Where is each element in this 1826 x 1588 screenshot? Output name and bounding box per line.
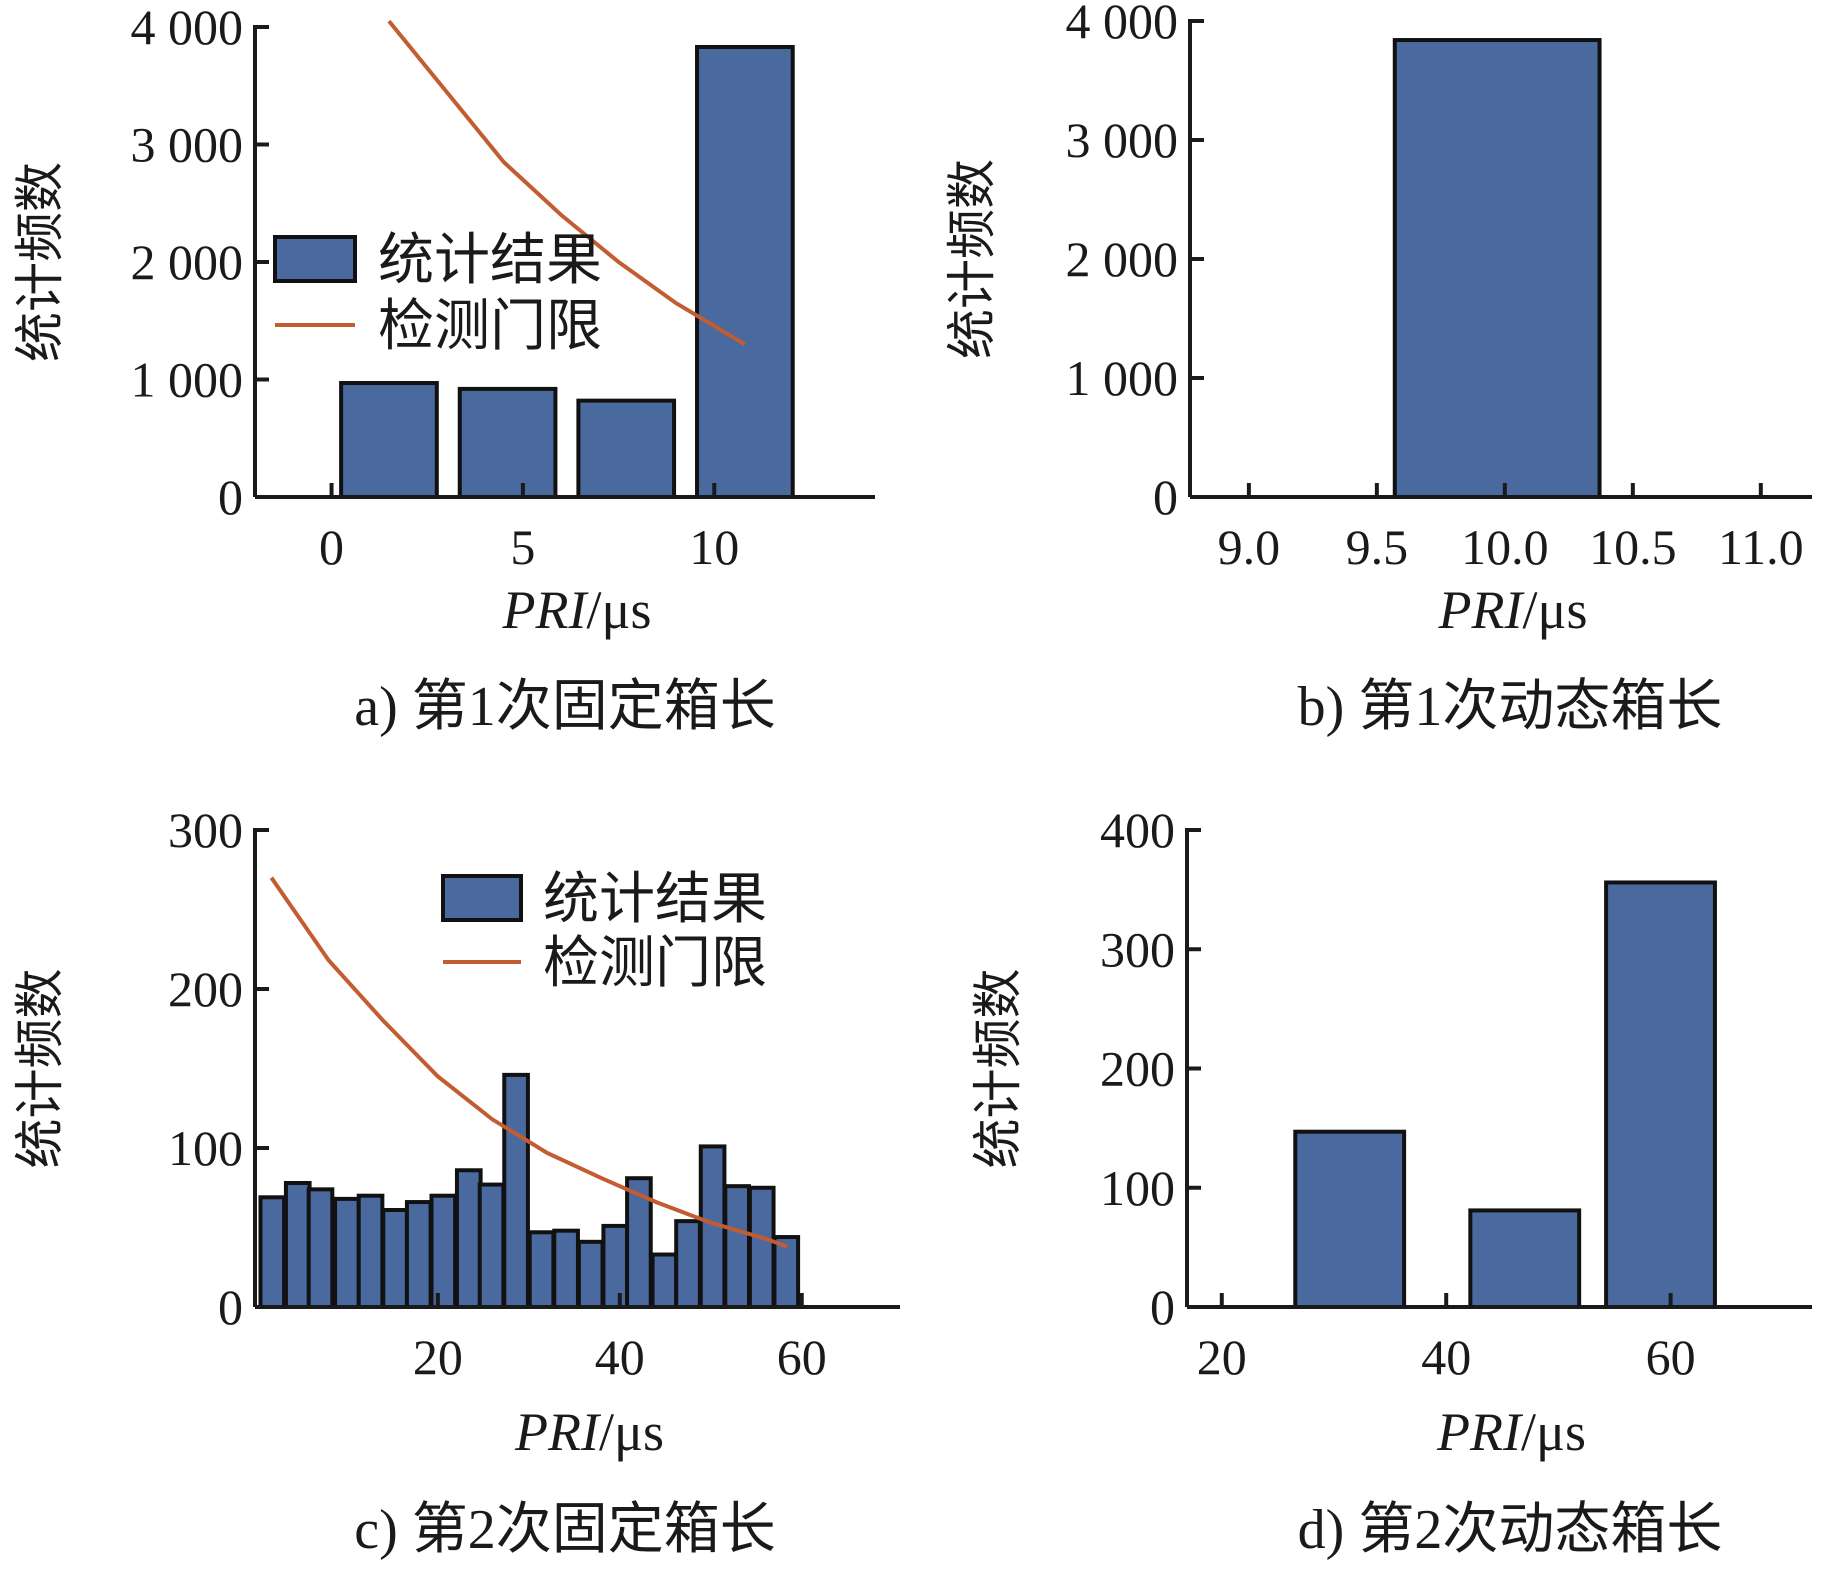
bar-5	[356, 1193, 385, 1309]
x-axis-title: PRI/μs	[1438, 580, 1588, 640]
bar-13	[552, 1228, 580, 1310]
legend-bar-swatch	[441, 874, 523, 922]
x-tick-label: 40	[595, 1329, 645, 1385]
bar-12	[527, 1230, 556, 1310]
x-tick-label: 11.0	[1718, 519, 1804, 575]
x-axis-title-var: PRI	[1438, 580, 1526, 640]
y-tick-label: 1 000	[131, 352, 244, 408]
chart-panel-b: 0 1 000 2 000 3 000 4 000 9.0 9.5 10.0 10.5 11.0 统…	[944, 0, 1812, 738]
legend-bar-swatch	[273, 235, 357, 283]
y-tick-label: 100	[1100, 1160, 1175, 1216]
x-tick-label: 20	[1197, 1329, 1247, 1385]
x-axis-title-unit: /μs	[586, 580, 651, 640]
x-axis-title: PRI/μs	[1436, 1402, 1586, 1462]
x-tick-label: 5	[510, 519, 535, 575]
chart-panel-a: 0 1 000 2 000 3 000 4 000 0 5 10 统计频数 PRI/μs a) 第1…	[12, 0, 875, 738]
y-axis-title: 统计频数	[970, 969, 1026, 1169]
x-tick-label: 10	[689, 519, 739, 575]
panel-caption: a) 第1次固定箱长	[354, 676, 776, 738]
x-tick-label: 10.5	[1589, 519, 1677, 575]
threshold-line	[387, 19, 746, 347]
legend-line-label: 检测门限	[378, 296, 602, 358]
bar-11	[502, 1072, 530, 1309]
bar-3	[306, 1187, 335, 1309]
y-tick-label: 400	[1100, 802, 1175, 858]
x-axis-title: PRI/μs	[514, 1402, 664, 1462]
bar-1	[1293, 1129, 1407, 1310]
x-tick-label: 10.0	[1461, 519, 1549, 575]
bar-2	[457, 386, 558, 499]
bar-7	[404, 1200, 433, 1310]
bar-4	[333, 1196, 361, 1310]
y-tick-label: 2 000	[131, 234, 244, 290]
x-tick-label: 0	[319, 519, 344, 575]
bar-17	[650, 1252, 679, 1310]
bar-21	[747, 1185, 776, 1309]
bar-1	[258, 1195, 287, 1310]
bar-18	[674, 1219, 702, 1310]
bar-20	[723, 1184, 751, 1310]
y-tick-label: 0	[218, 1279, 243, 1335]
bar-15	[601, 1223, 630, 1310]
y-tick-label: 0	[218, 469, 243, 525]
bar-6	[381, 1208, 409, 1310]
y-tick-label: 200	[168, 961, 243, 1017]
y-tick-label: 200	[1100, 1041, 1175, 1097]
threshold-line	[269, 876, 788, 1249]
legend-bar-label: 统计结果	[543, 869, 767, 931]
y-tick-label: 4 000	[131, 0, 244, 55]
bar-9	[454, 1168, 483, 1310]
y-tick-label: 0	[1153, 469, 1178, 525]
y-tick-label: 0	[1150, 1279, 1175, 1335]
y-tick-label: 1 000	[1066, 350, 1179, 406]
y-tick-label: 300	[1100, 921, 1175, 977]
y-axis-title: 统计频数	[12, 162, 68, 362]
x-axis-title-unit: /μs	[1522, 580, 1587, 640]
y-axis-title: 统计频数	[944, 159, 1000, 359]
x-axis-title-var: PRI	[1436, 1402, 1524, 1462]
y-tick-label: 3 000	[1066, 112, 1179, 168]
bar-14	[576, 1239, 605, 1310]
x-tick-label: 60	[1646, 1329, 1696, 1385]
panel-caption: d) 第2次动态箱长	[1298, 1499, 1723, 1561]
x-tick-label: 40	[1421, 1329, 1471, 1385]
x-axis-title-unit: /μs	[1521, 1402, 1586, 1462]
y-tick-label: 2 000	[1066, 231, 1179, 287]
x-axis-title-unit: /μs	[599, 1402, 664, 1462]
panel-caption: c) 第2次固定箱长	[354, 1499, 776, 1561]
bar-8	[429, 1193, 458, 1309]
bar-2	[283, 1180, 312, 1309]
y-tick-label: 3 000	[131, 117, 244, 173]
bar-3	[576, 398, 677, 499]
bar-1	[339, 381, 439, 499]
chart-panel-c: 0 100 200 300 20 40 60 统计频数 PRI/μs c) 第2次固定箱长 统计结果…	[12, 802, 900, 1561]
y-tick-label: 4 000	[1066, 0, 1179, 49]
bar-10	[477, 1182, 506, 1309]
bar-4	[695, 44, 795, 499]
y-axis-title: 统计频数	[12, 969, 68, 1169]
x-tick-label: 9.0	[1218, 519, 1281, 575]
x-tick-label: 9.5	[1346, 519, 1409, 575]
x-axis-title: PRI/μs	[502, 580, 652, 640]
x-axis-title-var: PRI	[514, 1402, 602, 1462]
legend-bar-label: 统计结果	[378, 230, 602, 292]
x-tick-label: 20	[413, 1329, 463, 1385]
chart-panel-d: 0 100 200 300 400 20 40 60 统计频数 PRI/μs d) 第2次动态箱长	[970, 802, 1812, 1561]
x-tick-label: 60	[777, 1329, 827, 1385]
panel-caption: b) 第1次动态箱长	[1298, 676, 1723, 738]
bar-3	[1604, 880, 1717, 1309]
y-tick-label: 300	[168, 802, 243, 858]
legend-line-label: 检测门限	[543, 933, 767, 995]
bar-2	[1468, 1208, 1582, 1309]
y-tick-label: 100	[168, 1120, 243, 1176]
x-axis-title-var: PRI	[502, 580, 590, 640]
bar-1	[1392, 38, 1602, 499]
